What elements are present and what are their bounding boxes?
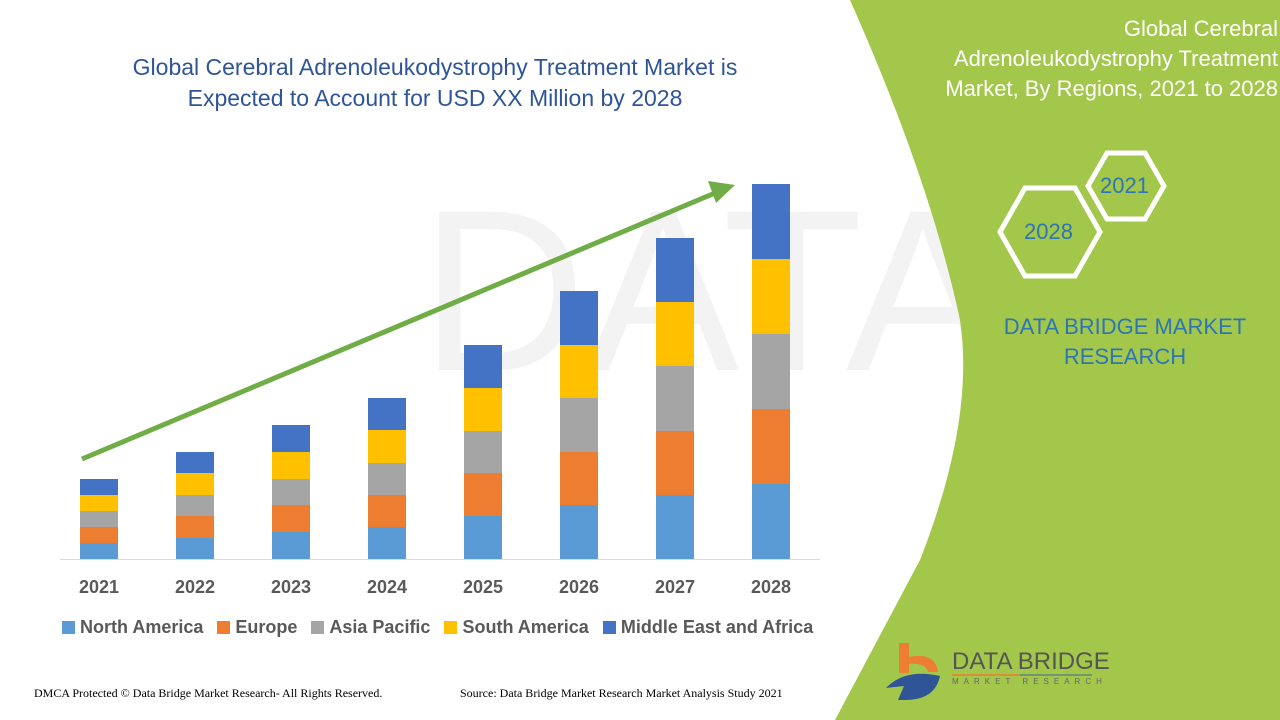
hexagon-2021 xyxy=(1085,150,1167,222)
source-text: Source: Data Bridge Market Research Mark… xyxy=(460,686,783,700)
bar-2026-middle-east-and-africa xyxy=(560,291,598,345)
title-line-1: Global Cerebral Adrenoleukodystrophy Tre… xyxy=(132,54,738,80)
legend-label: South America xyxy=(462,617,589,637)
title-line-2: Expected to Account for USD XX Million b… xyxy=(187,85,683,111)
logo-name: DATA BRIDGE xyxy=(952,648,1110,675)
bar-2022-north-america xyxy=(176,538,214,559)
bar-2021-north-america xyxy=(80,543,118,559)
legend-item: South America xyxy=(444,617,589,638)
bar-2021-asia-pacific xyxy=(80,511,118,527)
bar-2024-south-america xyxy=(368,430,406,463)
bar-2022-middle-east-and-africa xyxy=(176,452,214,473)
brand-text: DATA BRIDGE MARKET RESEARCH xyxy=(980,312,1270,372)
legend-swatch xyxy=(311,621,325,634)
x-tick-label: 2023 xyxy=(271,577,311,597)
legend-item: Asia Pacific xyxy=(311,617,430,638)
logo-icon xyxy=(886,643,940,700)
x-tick-label: 2022 xyxy=(175,577,215,597)
chart-title: Global Cerebral Adrenoleukodystrophy Tre… xyxy=(60,52,810,114)
bar-2022-europe xyxy=(176,516,214,538)
legend-swatch xyxy=(444,621,458,634)
bar-2021-middle-east-and-africa xyxy=(80,479,118,495)
side-title: Global Cerebral Adrenoleukodystrophy Tre… xyxy=(898,14,1278,104)
legend-label: Europe xyxy=(235,617,298,637)
legend: North America Europe Asia Pacific South Ame… xyxy=(62,617,813,638)
bar-2028-middle-east-and-africa xyxy=(752,184,790,259)
legend-swatch xyxy=(217,621,231,634)
side-title-line-3: Market, By Regions, 2021 to 2028 xyxy=(945,76,1278,101)
hexagon-2028 xyxy=(997,185,1103,279)
logo-tagline: MARKET RESEARCH xyxy=(952,677,1107,686)
bar-2025-north-america xyxy=(464,516,502,559)
x-tick-label: 2025 xyxy=(463,577,503,597)
bar-2022-south-america xyxy=(176,473,214,495)
x-tick-label: 2028 xyxy=(751,577,791,597)
legend-label: Middle East and Africa xyxy=(620,617,814,637)
legend-label: North America xyxy=(80,617,204,637)
bar-2027-south-america xyxy=(656,302,694,366)
bar-2027-asia-pacific xyxy=(656,366,694,431)
bar-2028-south-america xyxy=(752,259,790,334)
bar-2023-south-america xyxy=(272,452,310,479)
trend-arrow-head xyxy=(708,181,735,203)
bar-2023-north-america xyxy=(272,532,310,559)
bar-2025-south-america xyxy=(464,388,502,431)
hex-year-2028: 2028 xyxy=(1024,219,1073,244)
trend-arrow xyxy=(81,190,716,462)
bar-2021-south-america xyxy=(80,495,118,511)
x-tick-label: 2027 xyxy=(655,577,695,597)
copyright-text: DMCA Protected © Data Bridge Market Rese… xyxy=(34,686,383,700)
bar-2024-middle-east-and-africa xyxy=(368,398,406,430)
legend-item: Europe xyxy=(217,617,297,638)
bar-2021-europe xyxy=(80,527,118,543)
bar-2023-middle-east-and-africa xyxy=(272,425,310,452)
bar-2025-asia-pacific xyxy=(464,431,502,473)
bar-2024-asia-pacific xyxy=(368,463,406,495)
legend-label: Asia Pacific xyxy=(329,617,431,637)
bar-2024-north-america xyxy=(368,527,406,559)
x-tick-label: 2024 xyxy=(367,577,407,597)
legend-swatch xyxy=(602,621,616,634)
legend-swatch xyxy=(62,621,75,634)
side-title-line-1: Global Cerebral xyxy=(1123,16,1278,41)
green-panel xyxy=(835,0,1280,720)
bar-2026-asia-pacific xyxy=(560,398,598,452)
brand-line-1: DATA BRIDGE MARKET xyxy=(1003,314,1247,339)
bar-2028-europe xyxy=(752,409,790,484)
bar-2028-north-america xyxy=(752,484,790,559)
bar-2025-middle-east-and-africa xyxy=(464,345,502,388)
hex-year-2021: 2021 xyxy=(1100,173,1149,198)
brand-line-2: RESEARCH xyxy=(1063,344,1187,369)
bar-2023-europe xyxy=(272,505,310,532)
side-title-line-2: Adrenoleukodystrophy Treatment xyxy=(953,46,1278,71)
bar-2024-europe xyxy=(368,495,406,527)
bar-2026-south-america xyxy=(560,345,598,398)
bar-2027-north-america xyxy=(656,495,694,559)
bar-2027-middle-east-and-africa xyxy=(656,238,694,302)
bar-2025-europe xyxy=(464,473,502,516)
x-tick-label: 2021 xyxy=(79,577,119,597)
bar-2023-asia-pacific xyxy=(272,479,310,505)
bar-2026-europe xyxy=(560,452,598,505)
bar-2027-europe xyxy=(656,431,694,495)
legend-item: Middle East and Africa xyxy=(602,617,814,638)
x-tick-label: 2026 xyxy=(559,577,599,597)
bar-2022-asia-pacific xyxy=(176,495,214,516)
bar-2028-asia-pacific xyxy=(752,334,790,409)
bar-2026-north-america xyxy=(560,505,598,559)
legend-item: North America xyxy=(62,617,203,638)
